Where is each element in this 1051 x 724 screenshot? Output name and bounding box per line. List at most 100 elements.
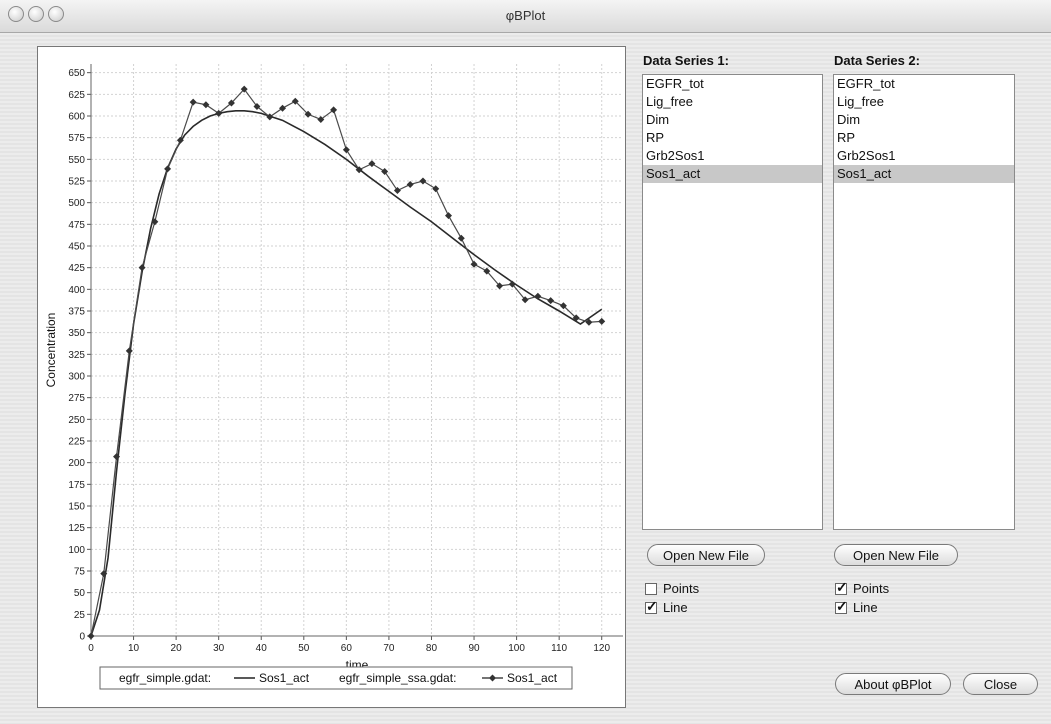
chart: 0255075100125150175200225250275300325350… [44,64,623,690]
series1-list-item[interactable]: Lig_free [646,94,693,109]
series2-point [355,166,363,174]
series1-line-label: Line [663,600,688,615]
series2-point [559,302,567,310]
series2-point [291,97,299,105]
y-tick-label: 525 [68,177,85,188]
series1-points-label: Points [663,581,700,596]
y-tick-label: 325 [68,350,85,361]
series2-point [457,234,465,242]
y-tick-label: 200 [68,458,85,469]
series1-list[interactable]: EGFR_tot Lig_free Dim RP Grb2Sos1 Sos1_act [642,74,823,530]
series1-line [90,109,603,637]
y-tick-label: 75 [74,567,86,578]
y-tick-label: 600 [68,112,85,123]
legend-box [99,666,573,690]
series2-line-checkbox[interactable]: Line [835,598,878,615]
series2-list-item[interactable]: RP [837,130,856,145]
y-tick-label: 300 [68,372,85,383]
y-tick-label: 450 [68,242,85,253]
series2-point [368,160,376,168]
y-tick-label: 650 [68,68,85,79]
y-tick-label: 250 [68,415,85,426]
x-tick-label: 70 [383,643,395,654]
x-tick-label: 90 [468,643,480,654]
plot-area [91,64,623,636]
series2-point [100,570,108,578]
series2-point [508,280,516,288]
series2-point [113,453,121,461]
x-tick-label: 0 [88,643,94,654]
series2-list-item[interactable]: EGFR_tot [837,76,895,91]
series2-point [406,180,414,188]
series2-line-box[interactable] [835,598,848,615]
y-tick-label: 550 [68,155,85,166]
y-tick-label: 625 [68,90,85,101]
series2-list-item[interactable]: Sos1_act [834,165,1014,183]
legend-series2-marker [489,674,496,682]
series1-list-item[interactable]: EGFR_tot [646,76,704,91]
series1-points-box[interactable] [645,583,657,595]
series2-point [253,102,261,110]
x-tick-label: 40 [256,643,268,654]
series2-point [483,267,491,275]
about-button[interactable]: About φBPlot [835,673,951,695]
series1-points-checkbox[interactable]: Points [645,581,699,596]
y-tick-label: 25 [74,610,86,621]
x-tick-label: 100 [508,643,525,654]
series2-point [342,146,350,154]
series2-point [470,260,478,268]
window-title: φBPlot [505,8,546,23]
x-tick-label: 50 [298,643,310,654]
series1-open-file-button[interactable]: Open New File [647,544,765,566]
series1-line-checkbox[interactable]: Line [645,598,688,615]
series1-list-item[interactable]: Sos1_act [643,165,822,183]
minimize-window-icon[interactable] [28,6,44,22]
y-tick-label: 475 [68,220,85,231]
y-tick-label: 100 [68,545,85,556]
series1-list-item[interactable]: Dim [646,112,670,127]
series2-point [125,347,133,355]
series2-point [534,292,542,300]
series2-point [432,185,440,193]
y-axis-label: Concentration [44,313,58,388]
series2-point [87,632,95,640]
close-window-icon[interactable] [8,6,24,22]
series2-open-file-button[interactable]: Open New File [834,544,958,566]
series2-point [496,282,504,290]
series2-point [164,165,172,173]
series2-point [138,264,146,272]
series2-point [215,109,223,117]
series2-point [317,115,325,123]
series2-points-box[interactable] [835,579,848,596]
y-tick-label: 150 [68,502,85,513]
series2-point [547,297,555,305]
x-tick-label: 30 [213,643,225,654]
series2-points-checkbox[interactable]: Points [835,579,889,596]
zoom-window-icon[interactable] [48,6,64,22]
series2-list-item[interactable]: Lig_free [837,94,884,109]
plot-panel: 0 25 50 75 100 125 150 175 200 225 250 275 300 325 350… [37,46,626,708]
x-tick-label: 60 [341,643,353,654]
y-tick-label: 575 [68,133,85,144]
window-titlebar: φBPlot [0,0,1051,33]
y-tick-label: 50 [74,588,86,599]
series2-list-item[interactable]: Dim [837,112,861,127]
series2-point [393,187,401,195]
close-button[interactable]: Close [963,673,1038,695]
y-tick-label: 375 [68,307,85,318]
legend-file1-label: egfr_simple.gdat: [119,671,211,685]
series2-point [227,99,235,107]
series2-point [419,177,427,185]
series2-heading: Data Series 2: [834,53,920,68]
series2-list[interactable]: EGFR_tot Lig_free Dim RP Grb2Sos1 Sos1_act [833,74,1015,530]
series2-point [176,136,184,144]
series2-point [521,296,529,304]
series2-line-label: Line [853,600,878,615]
series2-point [598,317,606,325]
series1-list-item[interactable]: Grb2Sos1 [646,148,705,163]
series2-point [381,167,389,175]
series1-list-item[interactable]: RP [646,130,665,145]
series2-point [445,212,453,220]
series1-line-box[interactable] [645,598,658,615]
series2-list-item[interactable]: Grb2Sos1 [837,148,896,163]
